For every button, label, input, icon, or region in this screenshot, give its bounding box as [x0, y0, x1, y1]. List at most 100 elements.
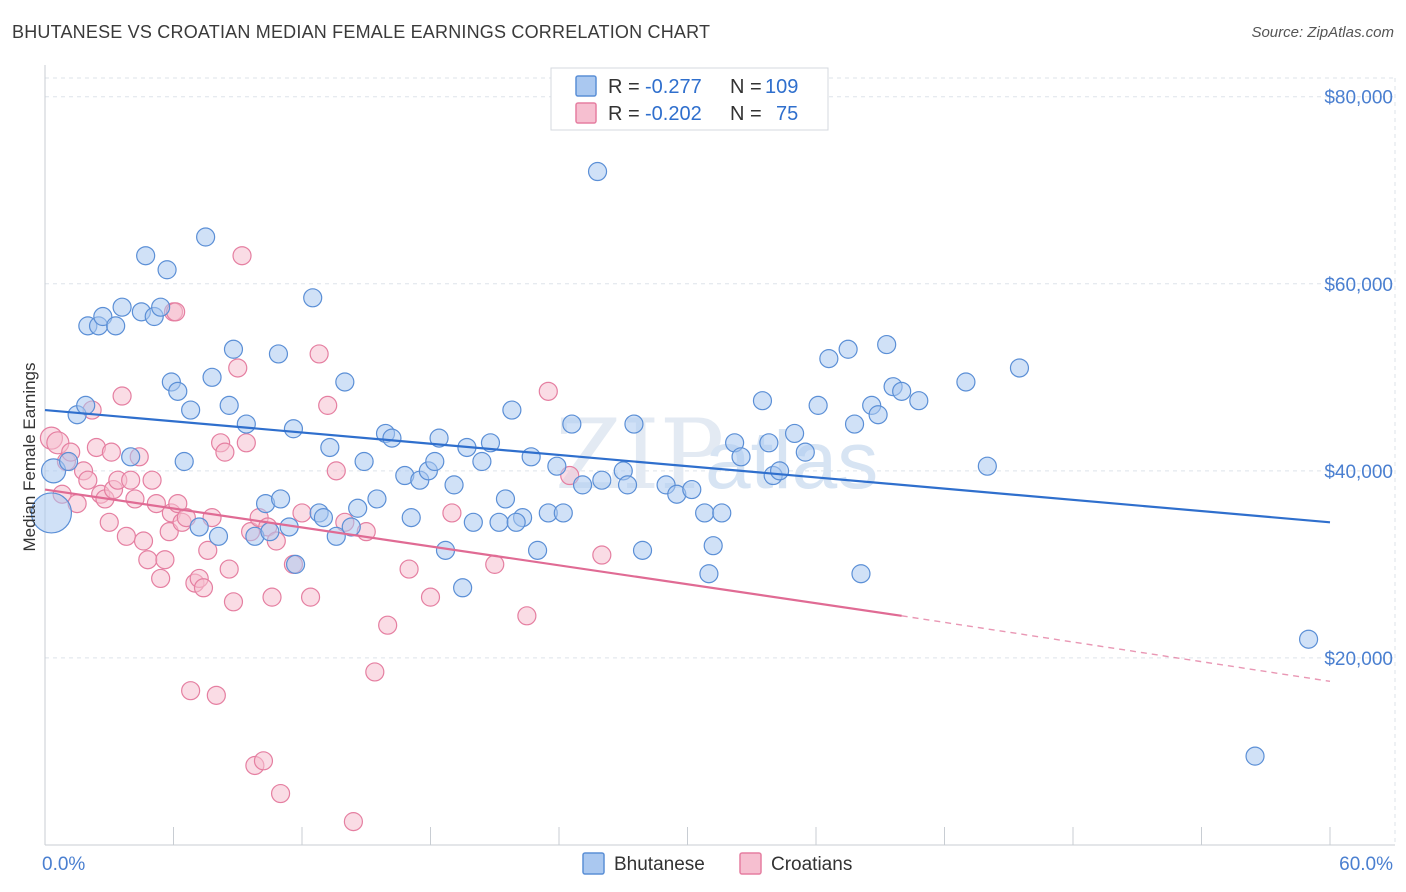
bhutanese-point-22 [202, 367, 222, 387]
bhutanese-point-68 [562, 414, 582, 434]
croatians-point-74 [101, 442, 121, 462]
y-tick-label-40000: $40,000 [1324, 462, 1393, 483]
legend-r-value-1: -0.277 [645, 76, 702, 98]
bhutanese-point-18 [174, 451, 194, 472]
bhutanese-point-33 [285, 554, 306, 574]
bhutanese-point-14 [151, 297, 171, 317]
bhutanese-point-58 [480, 433, 501, 453]
legend-swatch-bhutanese [575, 75, 597, 97]
bhutanese-point-77 [682, 479, 702, 500]
bhutanese-point-37 [320, 437, 340, 458]
croatians-point-25 [155, 550, 175, 570]
bhutanese-point-42 [354, 451, 374, 472]
bhutanese-point-41 [348, 498, 368, 518]
croatians-point-38 [206, 685, 226, 705]
bhutanese-point-90 [808, 395, 828, 415]
bhutanese-point-87 [769, 461, 790, 481]
legend-swatch-croatians [575, 102, 597, 124]
croatians-point-16 [116, 526, 136, 546]
bhutanese-point-10 [121, 447, 141, 467]
croatians-point-12 [99, 512, 119, 532]
croatians-point-41 [219, 559, 239, 579]
y-axis-label: Median Female Earnings [20, 363, 39, 552]
croatians-point-72 [592, 545, 612, 565]
bhutanese-point-88 [784, 423, 805, 444]
bhutanese-point-24 [219, 395, 239, 415]
x-tick-labels: 0.0% 60.0% [42, 854, 1393, 875]
bhutanese-point-92 [838, 339, 858, 359]
bhutanese-point-17 [168, 381, 188, 401]
bhutanese-point-106 [506, 512, 526, 532]
bhutanese-point-21 [196, 227, 216, 247]
bhutanese-point-50 [425, 451, 445, 472]
bhutanese-point-4 [76, 395, 96, 415]
croatians-point-21 [138, 550, 158, 570]
bhutanese-point-104 [1245, 746, 1265, 766]
bhutanese-point-74 [632, 540, 653, 560]
bhutanese-point-102 [977, 456, 997, 476]
croatians-point-20 [133, 531, 154, 551]
croatians-point-7 [78, 470, 98, 490]
bhutanese-trend-line [44, 408, 1331, 524]
chart-title: BHUTANESE VS CROATIAN MEDIAN FEMALE EARN… [12, 22, 711, 42]
bhutanese-point-83 [731, 447, 751, 467]
x-tick-label-0: 0.0% [42, 854, 85, 875]
bottom-legend-label-croatians: Croatians [771, 854, 852, 875]
bhutanese-point-36 [313, 508, 334, 528]
bhutanese-point-73 [624, 414, 644, 434]
bhutanese-point-72 [617, 475, 638, 495]
croatians-point-15 [112, 386, 132, 406]
bhutanese-point-25 [223, 339, 244, 359]
croatians-point-26 [159, 522, 179, 542]
bhutanese-point-45 [382, 428, 402, 448]
bhutanese-point-8 [106, 316, 126, 336]
bhutanese-point-2 [58, 451, 79, 472]
croatians-point-17 [121, 470, 141, 490]
croatians-point-59 [326, 461, 346, 481]
bhutanese-point-64 [527, 540, 548, 560]
bhutanese-point-54 [453, 578, 473, 598]
bottom-legend: Bhutanese Croatians [582, 852, 852, 875]
bhutanese-point-89 [795, 442, 815, 462]
bhutanese-point-63 [521, 447, 541, 467]
bhutanese-point-15 [157, 260, 177, 280]
bhutanese-point-53 [444, 475, 464, 495]
bhutanese-point-93 [844, 414, 865, 434]
bhutanese-point-12 [136, 246, 156, 266]
bhutanese-point-40 [341, 517, 361, 537]
watermark: ZIP atlas [555, 399, 878, 511]
croatians-point-71 [560, 465, 580, 486]
croatians-point-53 [270, 783, 291, 804]
bhutanese-point-81 [712, 503, 732, 523]
bhutanese-point-20 [189, 517, 209, 537]
croatians-point-61 [343, 812, 363, 832]
bhutanese-points [30, 161, 1319, 766]
legend-n-value-2: 75 [776, 103, 798, 125]
y-tick-labels: $20,000 $40,000 $60,000 $80,000 [1324, 88, 1393, 670]
croatians-point-65 [399, 559, 419, 579]
bhutanese-point-51 [429, 428, 449, 448]
croatians-point-31 [176, 508, 196, 528]
bhutanese-point-79 [699, 564, 719, 584]
bhutanese-point-84 [752, 391, 773, 411]
bhutanese-point-85 [759, 433, 779, 453]
bhutanese-point-60 [495, 489, 516, 509]
bhutanese-point-94 [851, 564, 871, 584]
bhutanese-point-105 [1298, 629, 1319, 649]
croatians-point-22 [142, 470, 162, 490]
bhutanese-point-101 [956, 372, 976, 392]
croatians-point-35 [193, 578, 214, 598]
croatians-point-24 [151, 568, 171, 589]
bhutanese-point-78 [695, 503, 715, 523]
croatians-point-63 [365, 662, 385, 682]
bhutanese-point-103 [1009, 358, 1030, 378]
legend-n-label-2: N = [730, 103, 762, 125]
croatians-point-56 [300, 587, 321, 607]
legend-r-value-2: -0.202 [645, 103, 702, 125]
bhutanese-point-7 [93, 306, 113, 327]
croatians-point-40 [215, 442, 235, 462]
bhutanese-point-29 [260, 522, 280, 542]
croatians-point-18 [125, 489, 145, 509]
bhutanese-point-39 [335, 372, 355, 392]
